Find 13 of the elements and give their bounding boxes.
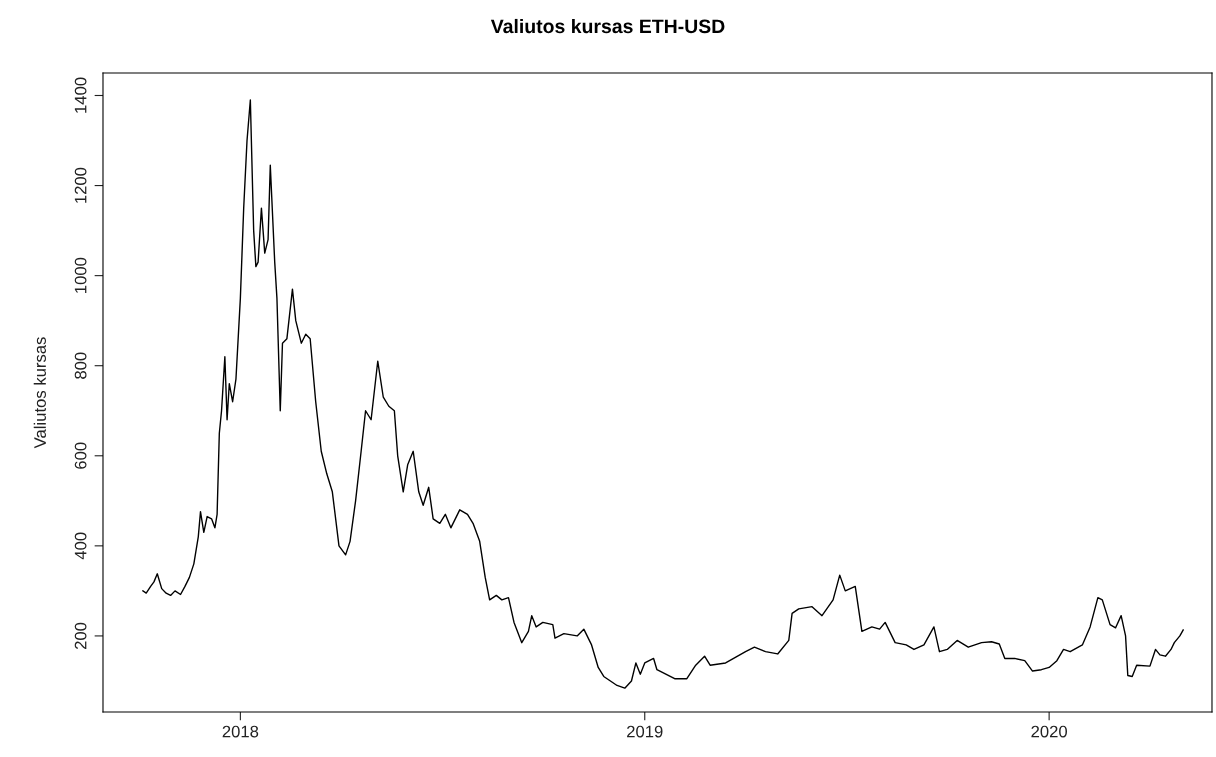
y-tick-label: 600 (74, 442, 87, 469)
y-tick-label: 1000 (74, 257, 87, 293)
y-tick-label: 200 (74, 622, 87, 649)
chart-title: Valiutos kursas ETH-USD (490, 18, 725, 34)
y-tick-label: 400 (74, 532, 87, 560)
x-tick-label: 2020 (1031, 725, 1068, 738)
y-tick-label: 800 (74, 352, 87, 379)
y-axis-title: Valiutos kursas (33, 337, 46, 449)
line-series (142, 99, 1184, 689)
y-tick-label: 1200 (74, 167, 87, 203)
x-tick-label: 2019 (627, 725, 663, 738)
x-tick-label: 2018 (222, 725, 259, 738)
y-tick-label: 1400 (74, 77, 87, 113)
